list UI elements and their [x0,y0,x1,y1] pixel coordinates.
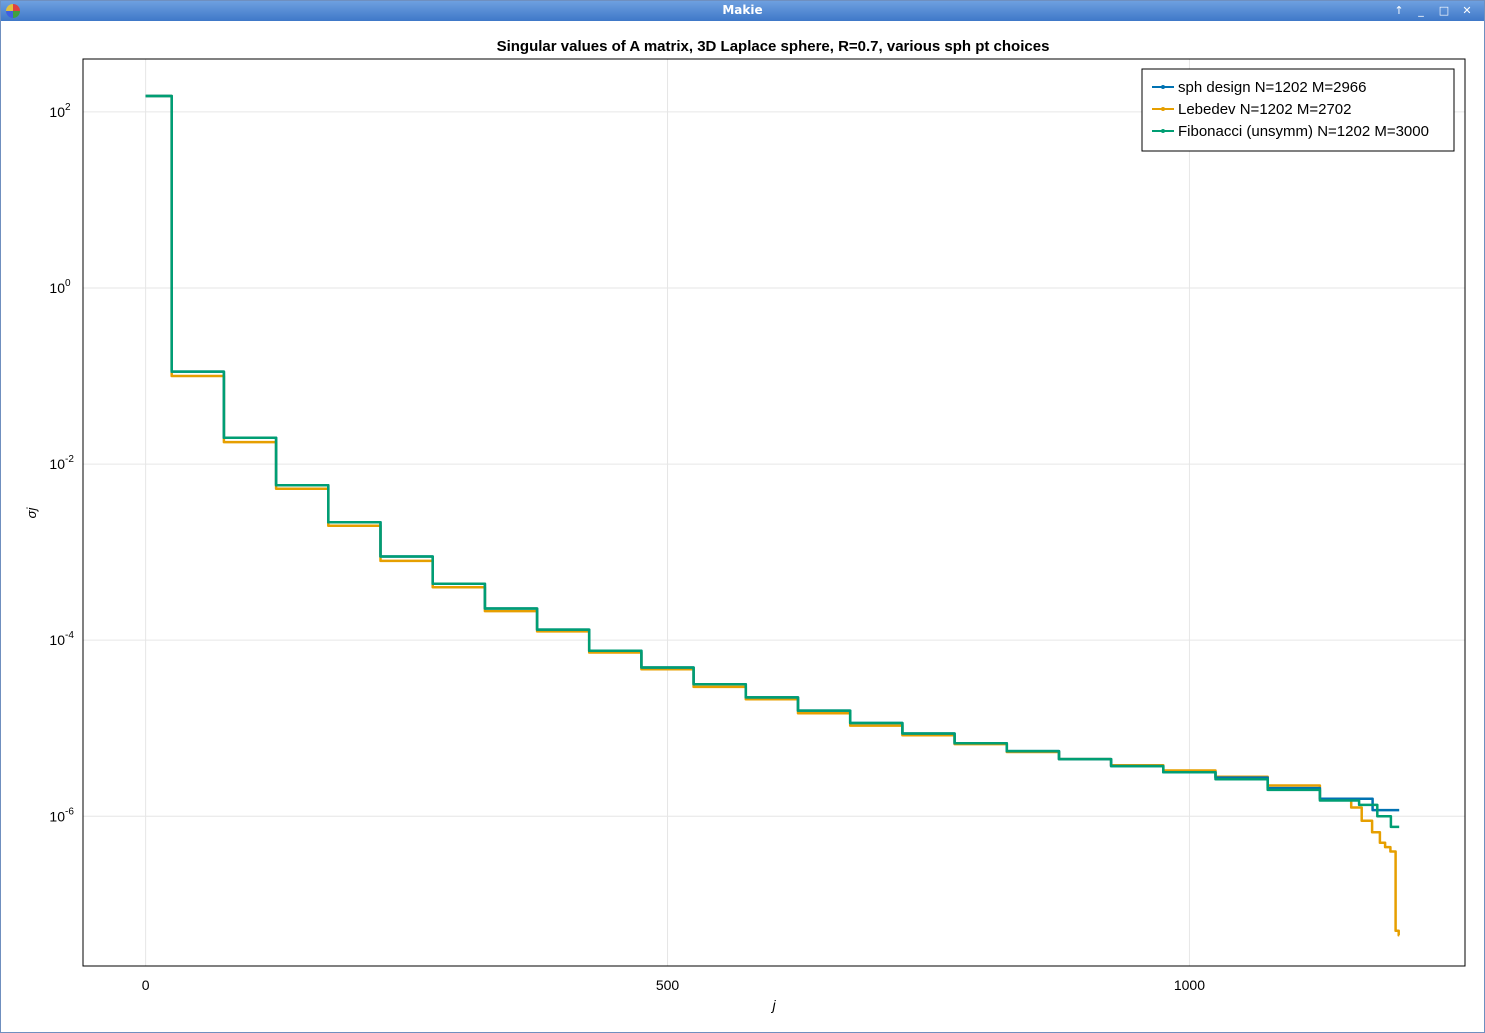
chart-title: Singular values of A matrix, 3D Laplace … [497,38,1050,55]
legend: sph design N=1202 M=2966 Lebedev N=1202 M… [1141,68,1455,152]
y-tick-exponent: -2 [65,454,74,465]
makie-app-icon [6,4,20,18]
y-axis-label: σj [24,507,39,519]
x-tick-label: 0 [142,977,150,993]
legend-label: Fibonacci (unsymm) N=1202 M=3000 [1178,123,1429,140]
plot-frame [82,58,1466,967]
y-tick-label: 10 [49,456,65,472]
series-line [145,94,1400,812]
title-bar[interactable]: Makie ↑ _ □ ✕ [1,1,1484,21]
legend-marker [1161,85,1165,89]
grid-lines [83,59,1465,966]
chart-svg: Singular values of A matrix, 3D Laplace … [24,38,1466,1013]
window-title: Makie [722,3,763,17]
y-tick-exponent: 0 [65,278,71,289]
y-tick-label: 10 [49,280,65,296]
legend-box [1141,68,1455,152]
legend-label: Lebedev N=1202 M=2702 [1178,101,1351,118]
x-axis-label: j [770,997,776,1013]
x-tick-label: 1000 [1174,977,1205,993]
y-tick-label: 10 [49,808,65,824]
x-tick-label: 500 [656,977,680,993]
maximize-icon[interactable]: □ [1438,4,1450,17]
figure-canvas: Singular values of A matrix, 3D Laplace … [6,21,1480,1029]
series-line [145,94,1400,937]
series-lines [145,94,1400,937]
y-tick-exponent: -4 [65,630,74,641]
y-tick-exponent: -6 [65,806,74,817]
legend-label: sph design N=1202 M=2966 [1178,79,1366,96]
y-tick-label: 10 [49,104,65,120]
legend-marker [1161,107,1165,111]
minimize-icon[interactable]: _ [1418,4,1424,17]
close-icon[interactable]: ✕ [1462,4,1472,17]
y-tick-exponent: 2 [65,102,71,113]
series-line [145,94,1400,829]
y-tick-label: 10 [49,632,65,648]
legend-marker [1161,129,1165,133]
keep-above-icon[interactable]: ↑ [1394,4,1404,17]
